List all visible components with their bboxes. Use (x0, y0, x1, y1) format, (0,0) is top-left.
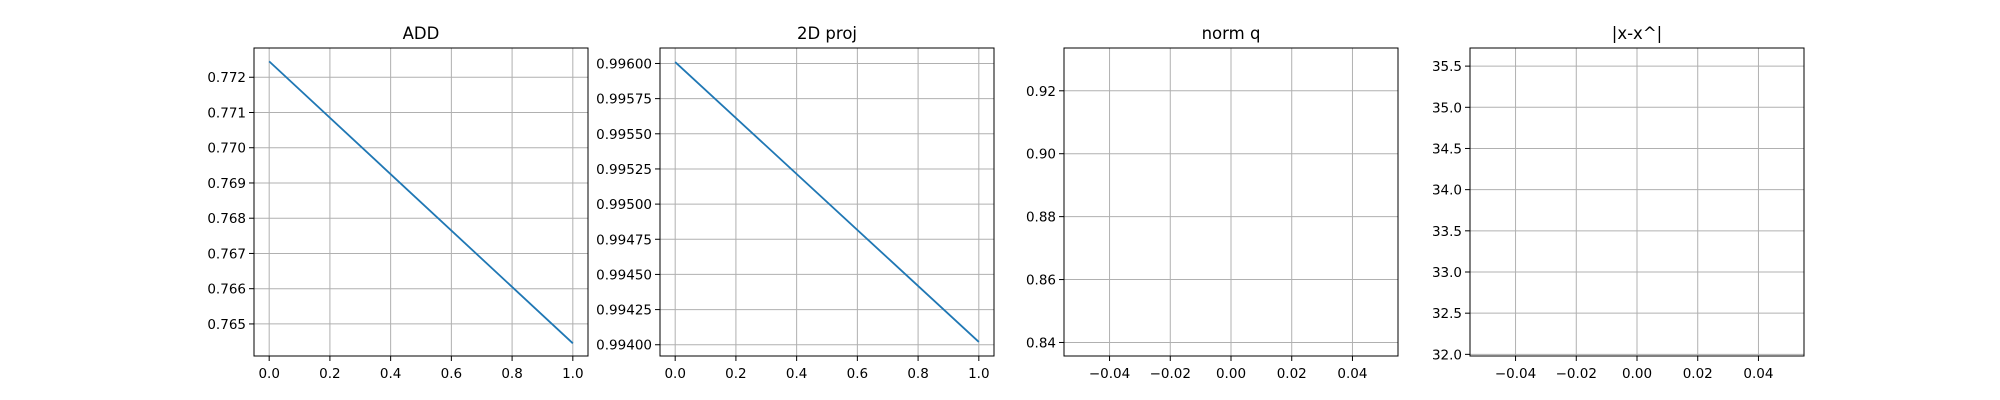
norm-q-x-tick-label: 0.00 (1216, 366, 1246, 382)
2d-proj-y-tick-label: 0.99550 (596, 127, 652, 143)
2d-proj-y-tick-label: 0.99450 (596, 267, 652, 283)
norm-q-y-tick-label: 0.90 (1026, 147, 1056, 163)
add-y-tick-label: 0.769 (207, 176, 246, 192)
add-x-tick-label: 0.6 (441, 366, 462, 382)
abs-error-y-tick-label: 35.0 (1432, 100, 1462, 116)
add-y-tick-label: 0.766 (207, 282, 246, 298)
2d-proj-x-tick-label: 1.0 (968, 366, 989, 382)
2d-proj-y-tick-label: 0.99500 (596, 197, 652, 213)
add-series-line (268, 60, 574, 344)
abs-error-x-tick-label: −0.02 (1556, 366, 1597, 382)
norm-q-x-tick-label: −0.02 (1150, 366, 1191, 382)
abs-error-y-tick-label: 33.0 (1432, 265, 1462, 281)
norm-q-y-tick-label: 0.92 (1026, 84, 1056, 100)
2d-proj-series-line (674, 61, 980, 343)
norm-q-x-tick-label: −0.04 (1089, 366, 1130, 382)
norm-q-y-tick-label: 0.86 (1026, 273, 1056, 289)
2d-proj-x-tick-label: 0.6 (847, 366, 868, 382)
abs-error-x-tick-label: 0.02 (1683, 366, 1713, 382)
2d-proj-subplot: 0.0 0.2 0.4 0.6 0.8 1.0 0.99400 0.99425 0.99450 0… (596, 24, 995, 382)
add-y-tick-label: 0.770 (207, 141, 246, 157)
2d-proj-x-tick-label: 0.2 (725, 366, 746, 382)
add-x-tick-label: 1.0 (562, 366, 583, 382)
2d-proj-y-tick-label: 0.99400 (596, 338, 652, 354)
2d-proj-y-tick-label: 0.99600 (596, 56, 652, 72)
2d-proj-title: 2D proj (797, 24, 857, 43)
2d-proj-y-tick-label: 0.99525 (596, 162, 652, 178)
2d-proj-x-tick-label: 0.8 (907, 366, 928, 382)
add-x-tick-label: 0.2 (319, 366, 340, 382)
abs-error-y-tick-label: 34.5 (1432, 141, 1462, 157)
norm-q-title: norm q (1202, 24, 1261, 43)
norm-q-y-tick-label: 0.84 (1026, 335, 1056, 351)
2d-proj-y-tick-label: 0.99575 (596, 92, 652, 108)
abs-error-title: |x-x^| (1612, 24, 1662, 43)
add-title: ADD (403, 24, 440, 43)
2d-proj-x-tick-label: 0.0 (664, 366, 685, 382)
add-x-tick-label: 0.8 (501, 366, 522, 382)
add-y-tick-label: 0.765 (207, 317, 246, 333)
add-subplot: 0.0 0.2 0.4 0.6 0.8 1.0 0.765 0.766 0.767 0.768 0.… (207, 24, 589, 382)
norm-q-x-tick-label: 0.02 (1277, 366, 1307, 382)
abs-error-x-tick-label: −0.04 (1495, 366, 1536, 382)
add-y-tick-label: 0.768 (207, 211, 246, 227)
add-y-tick-label: 0.772 (207, 70, 246, 86)
2d-proj-x-tick-label: 0.4 (786, 366, 807, 382)
abs-error-y-tick-label: 34.0 (1432, 183, 1462, 199)
add-axes-frame (253, 47, 589, 357)
abs-error-subplot: −0.04 −0.02 0.00 0.02 0.04 32.0 32.5 33.0 33.5 34… (1432, 24, 1805, 382)
add-x-tick-label: 0.0 (258, 366, 279, 382)
add-y-tick-label: 0.767 (207, 246, 246, 262)
abs-error-y-tick-label: 32.0 (1432, 347, 1462, 363)
2d-proj-axes-frame (659, 47, 995, 357)
add-y-tick-label: 0.771 (207, 105, 246, 121)
norm-q-subplot: −0.04 −0.02 0.00 0.02 0.04 0.84 0.86 0.88 0.90 0.… (1026, 24, 1399, 382)
abs-error-x-tick-label: 0.04 (1743, 366, 1773, 382)
norm-q-y-tick-label: 0.88 (1026, 210, 1056, 226)
abs-error-y-tick-label: 35.5 (1432, 59, 1462, 75)
abs-error-x-tick-label: 0.00 (1622, 366, 1652, 382)
abs-error-y-tick-label: 32.5 (1432, 306, 1462, 322)
add-x-tick-label: 0.4 (380, 366, 401, 382)
2d-proj-y-tick-label: 0.99425 (596, 303, 652, 319)
norm-q-x-tick-label: 0.04 (1337, 366, 1367, 382)
abs-error-y-tick-label: 33.5 (1432, 224, 1462, 240)
2d-proj-y-tick-label: 0.99475 (596, 232, 652, 248)
